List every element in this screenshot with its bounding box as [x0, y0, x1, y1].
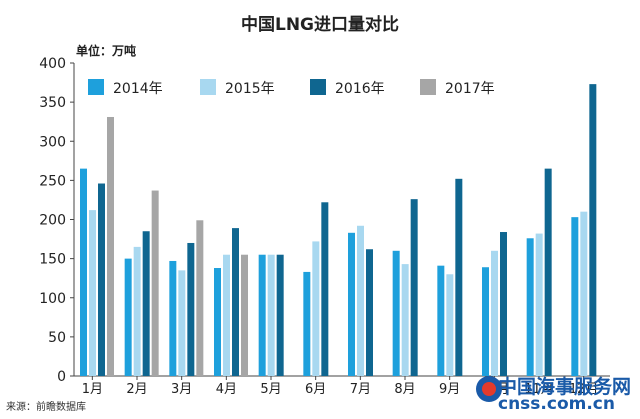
- bar-2-5: [267, 254, 275, 376]
- y-tick-label: 250: [39, 173, 66, 189]
- legend-label-1: 2014年: [113, 81, 163, 97]
- y-axis: 0 50 100 150 200 250 300 350 400: [39, 56, 610, 385]
- watermark-logo-icon: [476, 376, 502, 402]
- chart-title: 中国LNG进口量对比: [241, 14, 399, 35]
- bar-4-4: [241, 254, 248, 376]
- bar-1-1: [80, 168, 87, 376]
- legend-label-3: 2016年: [335, 81, 385, 97]
- bar-1-3: [169, 260, 177, 376]
- legend-swatch-4: [420, 79, 436, 95]
- watermark-line2: cnss.com.cn: [498, 394, 615, 414]
- legend-swatch-1: [88, 79, 104, 95]
- bar-1-6: [303, 271, 311, 376]
- bar-1-4: [214, 268, 221, 376]
- bar-2-4: [223, 254, 230, 376]
- y-tick-label: 350: [39, 95, 66, 111]
- x-tick-label: 7月: [350, 382, 371, 397]
- bar-1-8: [392, 250, 400, 376]
- bar-3-12: [589, 84, 597, 376]
- y-tick-label: 50: [48, 330, 66, 346]
- bar-1-5: [258, 254, 266, 376]
- legend-label-2: 2015年: [225, 81, 275, 97]
- y-tick-label: 0: [57, 369, 66, 385]
- y-tick-label: 400: [39, 56, 66, 72]
- x-tick-label: 3月: [171, 382, 192, 397]
- watermark: 中国海事服务网 cnss.com.cn: [476, 370, 640, 419]
- bar-4-3: [196, 220, 204, 376]
- x-tick-label: 8月: [394, 382, 415, 397]
- bar-3-2: [142, 231, 150, 376]
- x-tick-label: 12月: [569, 382, 599, 397]
- bar-2-11: [535, 233, 543, 376]
- bar-3-3: [187, 242, 195, 376]
- bar-3-6: [321, 202, 329, 376]
- bar-3-8: [410, 199, 418, 376]
- bar-3-9: [455, 178, 463, 376]
- y-tick-label: 150: [39, 252, 66, 268]
- legend-swatch-2: [200, 79, 216, 95]
- bar-3-1: [98, 183, 105, 376]
- bar-3-5: [276, 254, 284, 376]
- bar-2-9: [446, 274, 454, 376]
- bar-2-7: [357, 225, 364, 376]
- bar-2-2: [133, 246, 141, 376]
- bar-3-7: [366, 249, 373, 376]
- bars-group: [80, 84, 597, 377]
- x-tick-label: 6月: [305, 382, 326, 397]
- y-tick-label: 100: [39, 291, 66, 307]
- y-tick-label: 300: [39, 134, 66, 150]
- bar-1-2: [124, 258, 132, 376]
- x-tick-label: 4月: [216, 382, 237, 397]
- x-tick-label: 2月: [126, 382, 147, 397]
- y-tick-label: 200: [39, 213, 66, 229]
- legend-swatch-3: [310, 79, 326, 95]
- legend-label-4: 2017年: [445, 81, 495, 97]
- unit-label: 单位：万吨: [76, 43, 136, 58]
- x-tick-label: 5月: [260, 382, 281, 397]
- bar-3-4: [232, 228, 239, 376]
- bar-1-11: [526, 238, 534, 376]
- bar-1-12: [571, 217, 579, 376]
- bar-3-11: [544, 168, 552, 376]
- bar-3-10: [500, 232, 507, 376]
- bar-2-12: [580, 211, 588, 376]
- bar-2-8: [401, 264, 409, 376]
- bar-4-1: [107, 116, 114, 377]
- bar-1-9: [437, 265, 445, 376]
- x-tick-label: 1月: [82, 382, 103, 397]
- x-tick-label: 9月: [439, 382, 460, 397]
- bar-2-6: [312, 241, 320, 376]
- legend: 2014年 2015年 2016年 2017年: [88, 79, 495, 97]
- bar-2-1: [89, 210, 96, 376]
- watermark-line1: 中国海事服务网: [498, 376, 632, 398]
- bar-1-10: [482, 267, 489, 376]
- bar-1-7: [348, 232, 355, 376]
- bar-2-3: [178, 270, 186, 376]
- x-tick-label: 11月: [524, 382, 554, 397]
- bar-4-2: [151, 190, 159, 376]
- bar-2-10: [491, 250, 498, 376]
- source-note: 来源：前瞻数据库: [6, 402, 86, 413]
